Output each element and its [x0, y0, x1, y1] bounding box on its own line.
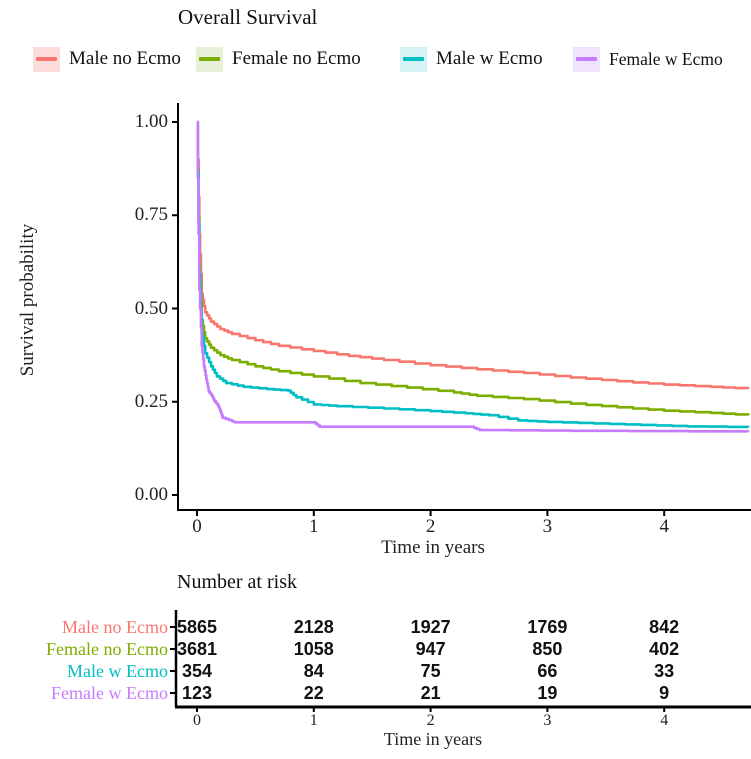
legend-item-male-w-ecmo: Male w Ecmo — [400, 44, 543, 74]
x-tick-label: 2 — [425, 516, 436, 537]
survival-curve-female-w-ecmo — [196, 120, 750, 433]
risk-row-label-female-no-ecmo: Female no Ecmo — [46, 639, 168, 659]
survival-curve-male-w-ecmo — [196, 120, 750, 429]
risk-table-lines — [170, 610, 751, 712]
legend-label: Female no Ecmo — [232, 48, 361, 69]
risk-value: 9 — [659, 683, 670, 703]
risk-value: 842 — [649, 617, 680, 637]
legend-label: Male w Ecmo — [436, 48, 543, 69]
legend-key-swatch — [33, 46, 60, 72]
risk-x-tick-label: 2 — [426, 712, 435, 729]
risk-value: 354 — [181, 661, 213, 681]
legend-item-female-w-ecmo: Female w Ecmo — [573, 44, 723, 74]
y-tick-label: 0.00 — [134, 484, 168, 505]
y-tick-label: 0.50 — [134, 297, 168, 319]
risk-value: 850 — [532, 639, 563, 659]
chart-title: Overall Survival — [178, 5, 318, 29]
risk-x-tick-label: 1 — [309, 712, 318, 729]
x-axis-title: Time in years — [381, 537, 485, 558]
risk-value: 3681 — [176, 639, 218, 659]
x-tick-label: 0 — [192, 516, 202, 537]
legend-item-female-no-ecmo: Female no Ecmo — [196, 44, 361, 74]
y-tick-label: 0.25 — [134, 390, 168, 412]
legend-item-male-no-ecmo: Male no Ecmo — [33, 44, 181, 74]
risk-value: 947 — [415, 639, 446, 659]
legend: Male no Ecmo Female no Ecmo Male w Ecmo Fem… — [0, 44, 751, 74]
risk-value: 1058 — [293, 639, 334, 659]
risk-value: 19 — [537, 683, 558, 703]
risk-value: 1769 — [527, 617, 568, 637]
survival-curve-male-no-ecmo — [196, 120, 750, 390]
x-tick-label: 1 — [309, 516, 319, 537]
risk-value: 66 — [537, 661, 558, 681]
legend-key-swatch — [196, 46, 223, 72]
legend-label: Female w Ecmo — [609, 48, 723, 69]
survival-plot — [172, 103, 751, 516]
risk-value: 22 — [303, 683, 324, 703]
risk-value: 1927 — [410, 617, 451, 637]
risk-row-label-male-w-ecmo: Male w Ecmo — [67, 661, 168, 681]
risk-value: 84 — [303, 661, 324, 681]
legend-line-icon — [576, 57, 597, 61]
risk-value: 123 — [181, 683, 213, 703]
risk-value: 33 — [654, 661, 675, 681]
risk-row-label-female-w-ecmo: Female w Ecmo — [51, 683, 168, 703]
legend-label: Male no Ecmo — [69, 48, 181, 69]
risk-value: 5865 — [176, 617, 218, 637]
risk-value: 75 — [420, 661, 441, 681]
risk-x-tick-label: 3 — [543, 712, 552, 729]
y-tick-label: 0.75 — [134, 204, 168, 226]
x-tick-label: 4 — [659, 516, 669, 537]
risk-table-x-axis-title: Time in years — [383, 729, 483, 749]
legend-line-icon — [199, 57, 220, 61]
legend-line-icon — [403, 57, 424, 61]
risk-row-label-male-no-ecmo: Male no Ecmo — [62, 617, 168, 637]
risk-table-title: Number at risk — [177, 571, 297, 593]
risk-value: 2128 — [293, 617, 334, 637]
legend-line-icon — [36, 57, 57, 61]
x-tick-label: 3 — [542, 516, 553, 537]
survival-curve-female-no-ecmo — [196, 120, 750, 416]
risk-value: 402 — [649, 639, 680, 659]
y-tick-label: 1.00 — [134, 111, 168, 132]
legend-key-swatch — [573, 46, 600, 72]
legend-key-swatch — [400, 46, 427, 72]
risk-x-tick-label: 4 — [660, 712, 669, 729]
risk-x-tick-label: 0 — [193, 712, 201, 729]
risk-value: 21 — [420, 683, 441, 703]
